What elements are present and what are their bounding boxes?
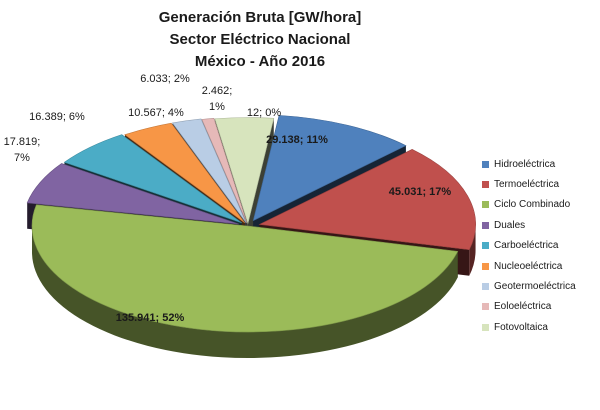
legend-swatch — [482, 262, 489, 270]
data-label-line: 7% — [14, 152, 30, 164]
legend-label: Carboeléctrica — [494, 240, 559, 252]
data-label-5: 10.567; 4% — [128, 107, 184, 119]
chart-title-line-2: Sector Eléctrico Nacional — [169, 31, 351, 48]
pie-slice-top — [124, 122, 246, 224]
data-label-4: 16.389; 6% — [29, 111, 85, 123]
pie-slice-top — [201, 117, 248, 224]
pie-slice-2 — [31, 204, 459, 359]
pie-slice-top — [31, 204, 459, 333]
legend-item-geotermoelectrica: Geotermoeléctrica — [482, 276, 598, 296]
legend-label: Duales — [494, 219, 526, 231]
legend-label: Ciclo Combinado — [494, 199, 571, 211]
chart-title-line-1: Generación Bruta [GW/hora] — [158, 9, 362, 26]
pie-slice-top — [252, 115, 407, 222]
legend-item-fotovoltaica: Fotovoltaica — [482, 317, 598, 337]
pie-slice-top — [63, 134, 242, 224]
data-label-1: 45.031; 17% — [389, 186, 452, 198]
pie-slice-rim — [32, 226, 458, 359]
legend-swatch — [482, 323, 489, 331]
data-label-7: 2.462; 1% — [202, 85, 233, 113]
legend-label: Termoeléctrica — [494, 179, 560, 191]
legend-item-duales: Duales — [482, 215, 598, 235]
legend-item-ciclo-combinado: Ciclo Combinado — [482, 195, 598, 215]
legend-swatch — [482, 181, 489, 189]
data-label-3: 17.819; 7% — [4, 136, 41, 164]
chart-title-line-3: México - Año 2016 — [194, 53, 326, 70]
legend-item-eoloelectrica: Eoloeléctrica — [482, 297, 598, 317]
data-label-6: 6.033; 2% — [140, 73, 190, 85]
pie-slice-top — [214, 117, 275, 225]
legend-item-carboelectrica: Carboeléctrica — [482, 236, 598, 256]
data-label-8: 12; 0% — [247, 107, 281, 119]
data-label-line: 1% — [209, 101, 225, 113]
legend-label: Hidroeléctrica — [494, 158, 556, 170]
legend-swatch — [482, 242, 489, 250]
legend-label: Geotermoeléctrica — [494, 281, 576, 293]
data-label-0: 29.138; 11% — [266, 134, 328, 146]
legend-label: Eoloeléctrica — [494, 301, 552, 313]
data-label-line: 17.819; — [4, 136, 41, 148]
chart-legend: Hidroeléctrica Termoeléctrica Ciclo Comb… — [482, 154, 598, 338]
legend-item-termoelectrica: Termoeléctrica — [482, 174, 598, 194]
legend-item-nucleoelectrica: Nucleoeléctrica — [482, 256, 598, 276]
legend-item-hidroelectrica: Hidroeléctrica — [482, 154, 598, 174]
legend-label: Fotovoltaica — [494, 321, 548, 333]
legend-swatch — [482, 221, 489, 229]
legend-swatch — [482, 160, 489, 168]
legend-swatch — [482, 201, 489, 209]
data-label-2: 135.941; 52% — [116, 312, 185, 324]
legend-swatch — [482, 283, 489, 291]
pie-slice-top — [258, 149, 476, 251]
legend-swatch — [482, 303, 489, 311]
pie-slice-top — [171, 118, 247, 223]
pie-slice-top — [26, 163, 239, 225]
data-label-line: 2.462; — [202, 85, 233, 97]
legend-label: Nucleoeléctrica — [494, 260, 563, 272]
